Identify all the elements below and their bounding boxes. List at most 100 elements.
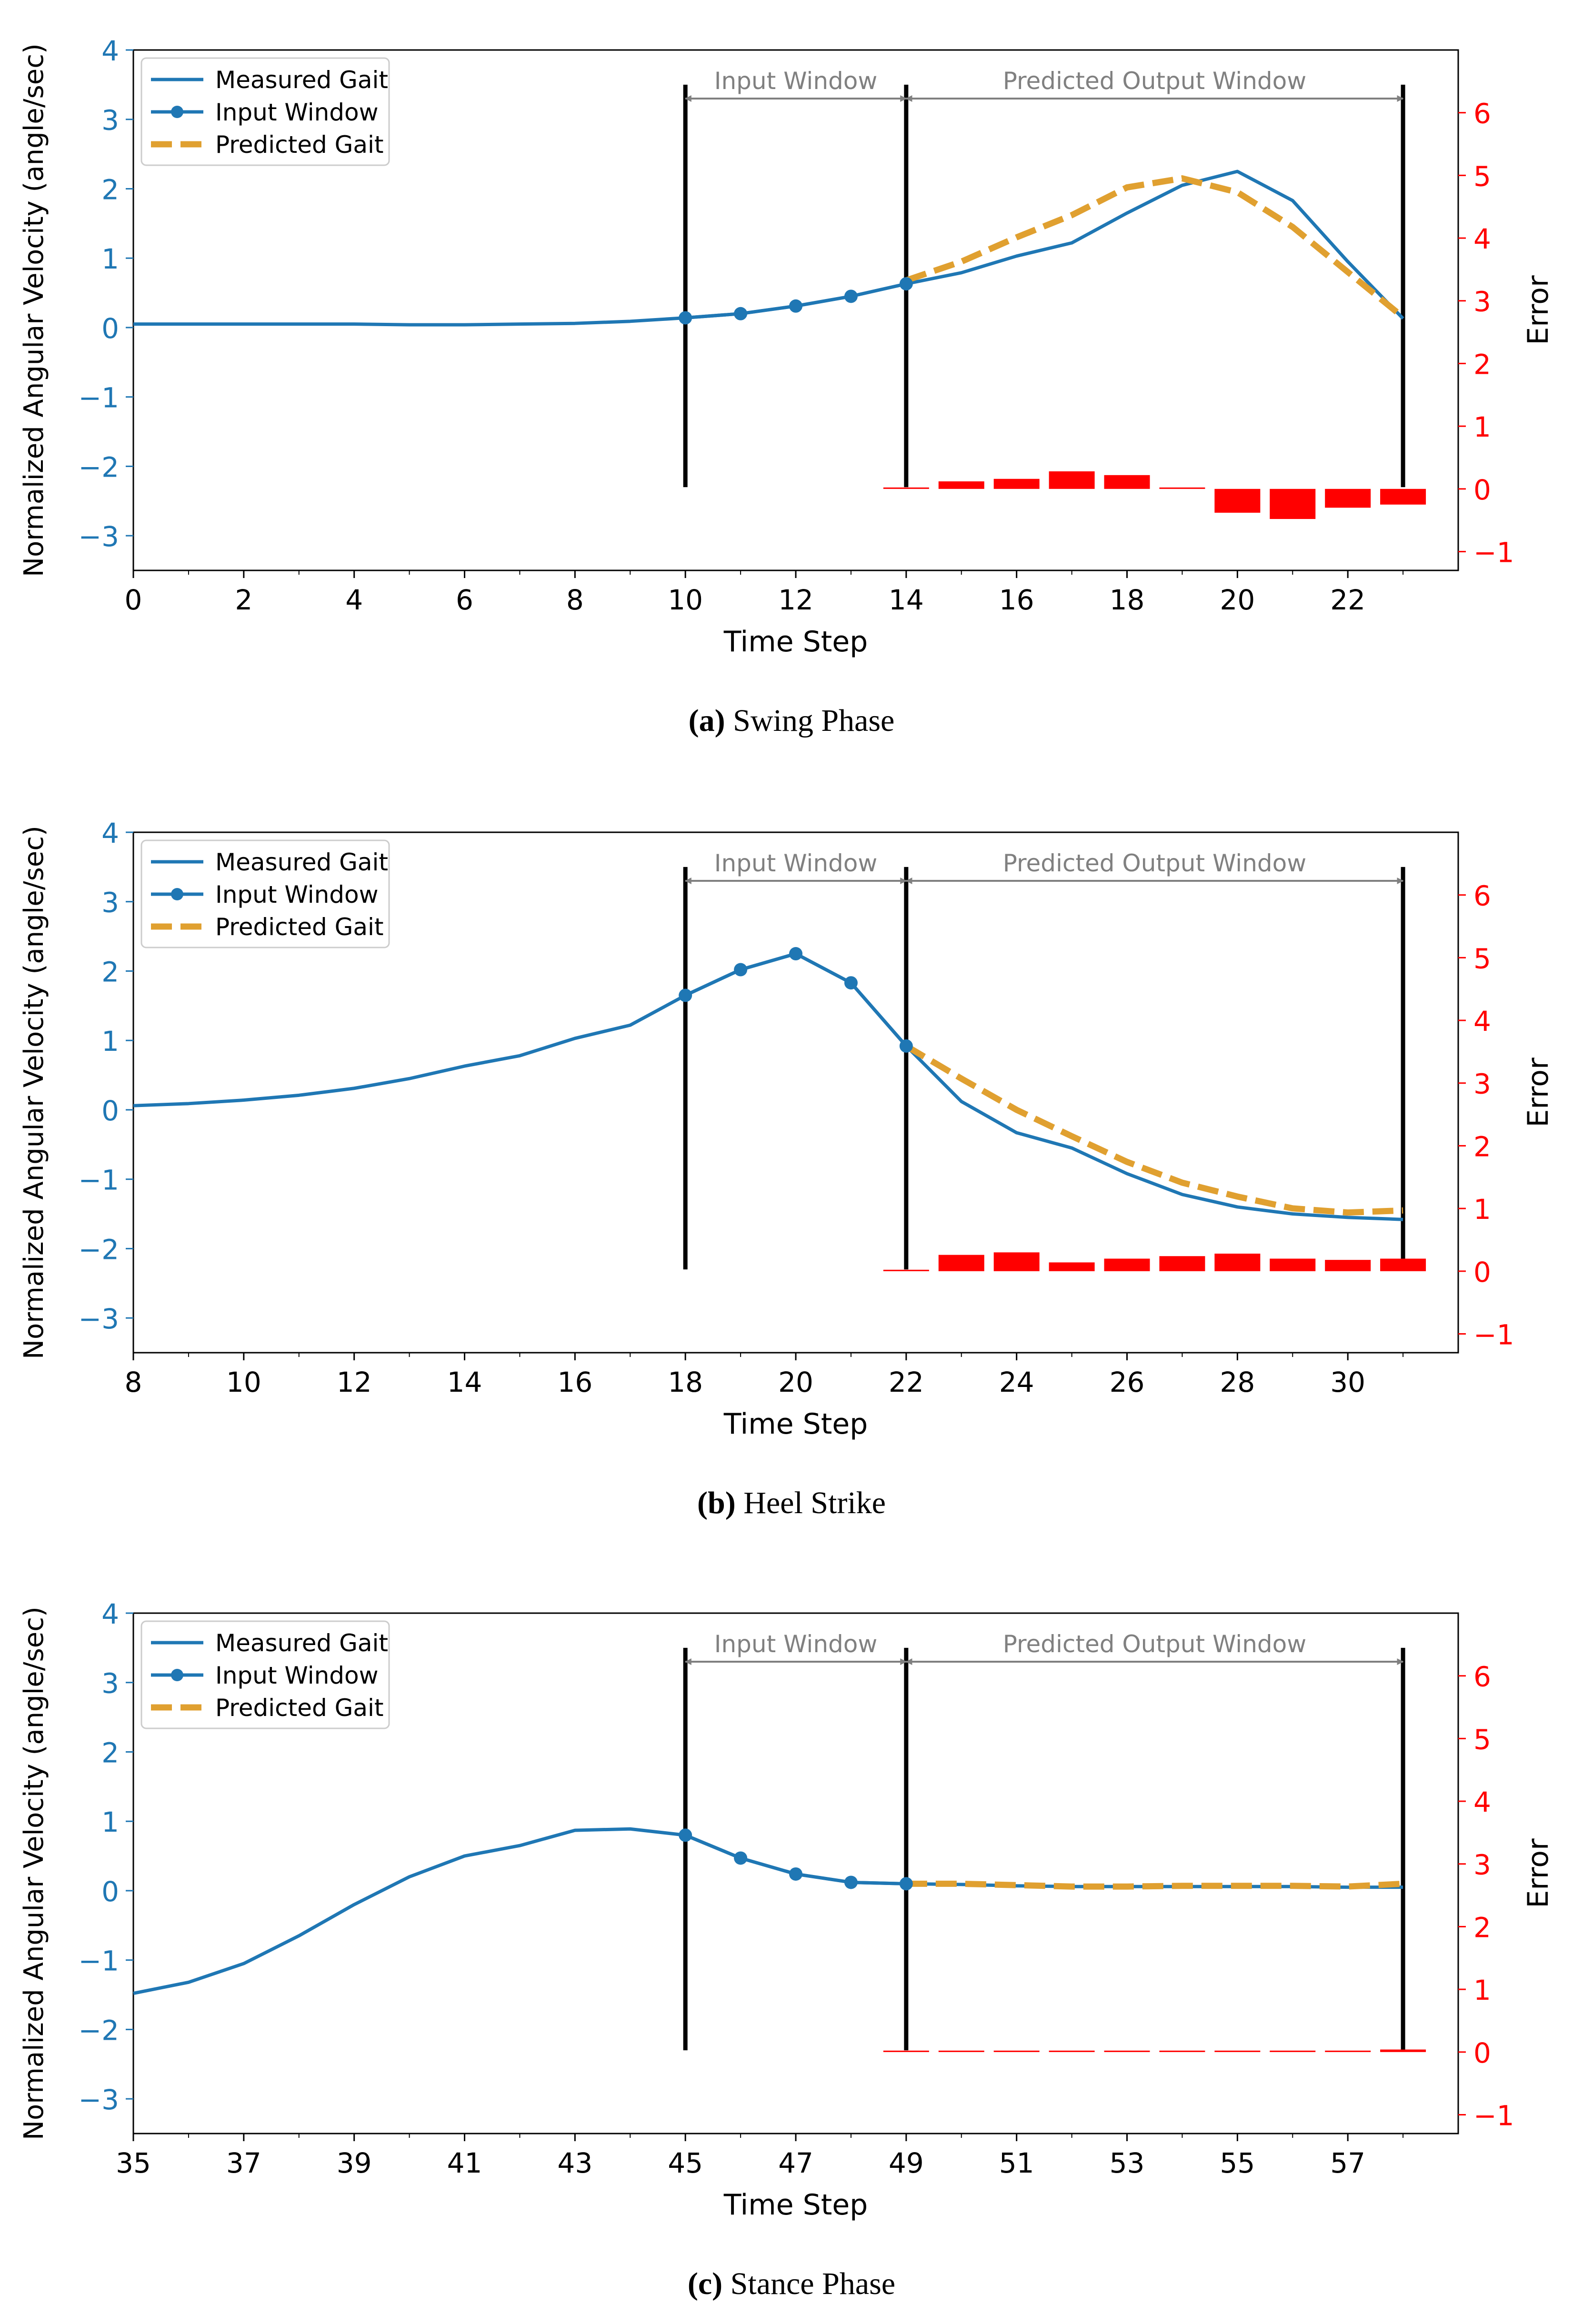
y2-tick-label: 0 (1473, 2037, 1491, 2069)
input-window-point (789, 947, 802, 961)
x-tick-label: 37 (226, 2147, 261, 2179)
predicted-gait-line (904, 1043, 1403, 1216)
y2-tick-label: 5 (1473, 942, 1491, 975)
panel-caption-text: Heel Strike (743, 1486, 886, 1520)
input-window-point (899, 1877, 913, 1891)
error-bar (1104, 1258, 1150, 1271)
error-bar (938, 2050, 984, 2052)
x-tick-label: 16 (557, 1366, 592, 1398)
panel-caption-label: (b) (697, 1486, 743, 1520)
output-window-label: Predicted Output Window (1003, 67, 1306, 95)
y-tick-label: −2 (79, 2014, 120, 2046)
x-tick-label: 8 (566, 584, 584, 616)
y2-tick-label: 6 (1473, 98, 1491, 130)
input-window-point (734, 963, 748, 977)
x-tick-label: 12 (337, 1366, 372, 1398)
error-bar (1159, 2050, 1205, 2052)
y2-axis-label: Error (1522, 1057, 1555, 1127)
legend-swatch-marker (171, 1669, 183, 1681)
x-tick-label: 47 (778, 2147, 813, 2179)
x-tick-label: 39 (337, 2147, 372, 2179)
x-tick-label: 12 (778, 584, 813, 616)
input-window-point (679, 311, 692, 325)
x-tick-label: 10 (668, 584, 703, 616)
y-tick-label: 3 (101, 887, 119, 919)
y-tick-label: −3 (79, 520, 120, 553)
y-axis-label: Normalized Angular Velocity (angle/sec) (19, 1606, 50, 2140)
input-window-label: Input Window (714, 849, 878, 877)
y2-tick-label: 2 (1473, 348, 1491, 380)
error-bar (1270, 2050, 1316, 2052)
predicted-gait-line (906, 1880, 1403, 1890)
error-bar (993, 2050, 1040, 2052)
y-tick-label: 4 (101, 35, 119, 67)
y-tick-label: −1 (79, 382, 120, 414)
y2-axis-label: Error (1522, 1838, 1555, 1908)
output-window-label: Predicted Output Window (1003, 849, 1306, 877)
y-tick-label: 4 (101, 1598, 119, 1630)
error-bar (1325, 1260, 1371, 1271)
input-window-point (734, 307, 748, 320)
legend-swatch-marker (171, 106, 183, 118)
y2-axis-label: Error (1522, 275, 1555, 345)
y-tick-label: −2 (79, 451, 120, 483)
y2-tick-label: 4 (1473, 1786, 1491, 1818)
measured-gait-line (133, 952, 1403, 1221)
y2-tick-label: 4 (1473, 223, 1491, 255)
y-tick-label: 2 (101, 956, 119, 988)
y-tick-label: 0 (101, 1095, 119, 1127)
output-window-label: Predicted Output Window (1003, 1630, 1306, 1658)
error-bar (883, 1269, 929, 1271)
y-tick-label: 1 (101, 1806, 119, 1838)
panel-caption: (b) Heel Strike (697, 1486, 886, 1520)
x-tick-label: 20 (1220, 584, 1255, 616)
y-tick-label: −3 (79, 2084, 120, 2116)
error-bar (938, 481, 984, 489)
error-bar (1104, 2050, 1150, 2052)
legend-label: Measured Gait (215, 66, 388, 94)
x-tick-label: 53 (1110, 2147, 1145, 2179)
legend-label: Input Window (215, 881, 379, 908)
input-window-point (844, 1875, 858, 1889)
x-tick-label: 55 (1220, 2147, 1255, 2179)
x-tick-label: 51 (999, 2147, 1034, 2179)
y-tick-label: 1 (101, 243, 119, 275)
y2-tick-label: 0 (1473, 474, 1491, 506)
y-tick-label: 1 (101, 1025, 119, 1057)
error-bar (1159, 1256, 1205, 1271)
y-tick-label: −2 (79, 1233, 120, 1266)
panel-caption-label: (a) (689, 703, 733, 738)
y2-tick-label: 1 (1473, 1974, 1491, 2006)
legend-label: Input Window (215, 99, 379, 126)
legend-label: Predicted Gait (215, 1694, 384, 1722)
y2-tick-label: 0 (1473, 1256, 1491, 1288)
measured-gait-line (133, 170, 1404, 327)
error-bar (1380, 1258, 1426, 1271)
panel-caption-text: Swing Phase (733, 703, 894, 738)
y2-tick-label: 1 (1473, 411, 1491, 443)
error-bar (1214, 1253, 1261, 1271)
y-tick-label: 3 (101, 104, 119, 137)
y2-tick-label: 6 (1473, 1661, 1491, 1693)
x-axis-label: Time Step (723, 2188, 868, 2222)
y-axis-label: Normalized Angular Velocity (angle/sec) (19, 826, 50, 1359)
y2-tick-label: 5 (1473, 1723, 1491, 1755)
x-tick-label: 43 (557, 2147, 592, 2179)
predicted-gait-line (905, 175, 1405, 320)
x-tick-label: 16 (999, 584, 1034, 616)
y-tick-label: 0 (101, 312, 119, 345)
legend-swatch-marker (171, 888, 183, 900)
x-tick-label: 22 (1330, 584, 1365, 616)
y2-tick-label: 1 (1473, 1193, 1491, 1226)
error-bar (883, 2050, 929, 2052)
error-bar (993, 479, 1040, 489)
input-window-point (679, 1828, 692, 1842)
x-tick-label: 6 (456, 584, 473, 616)
legend-label: Predicted Gait (215, 131, 384, 159)
legend-label: Predicted Gait (215, 913, 384, 941)
y-tick-label: −3 (79, 1303, 120, 1335)
